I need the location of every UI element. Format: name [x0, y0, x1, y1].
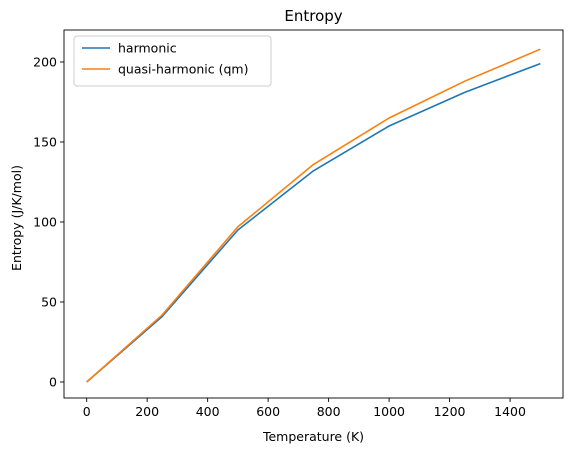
x-tick-label: 400 [196, 404, 220, 419]
x-axis-ticks: 0 200 400 600 800 1000 1200 1400 [83, 398, 526, 419]
legend-box [73, 35, 272, 87]
x-tick-label: 0 [83, 404, 91, 419]
y-axis-ticks: 0 50 100 150 200 [33, 55, 64, 390]
legend-entry-2: quasi-harmonic (qm) [118, 62, 248, 77]
y-tick-label: 100 [33, 215, 57, 230]
x-tick-label: 1400 [494, 404, 526, 419]
x-tick-label: 1000 [373, 404, 405, 419]
chart-title: Entropy [284, 7, 342, 25]
x-axis-label: Temperature (K) [262, 429, 364, 444]
plot-frame [63, 29, 564, 399]
plot-area [63, 29, 564, 399]
y-tick-label: 0 [49, 375, 57, 390]
x-tick-label: 1200 [434, 404, 466, 419]
legend: harmonic quasi-harmonic (qm) [73, 35, 272, 87]
x-tick-label: 600 [256, 404, 280, 419]
x-tick-label: 200 [135, 404, 159, 419]
series-line-2 [86, 48, 541, 383]
series-line-1 [86, 62, 541, 383]
legend-entry-1: harmonic [118, 41, 177, 56]
y-tick-label: 50 [41, 295, 57, 310]
y-tick-label: 200 [33, 55, 57, 70]
x-tick-label: 800 [317, 404, 341, 419]
y-axis-label: Entropy (J/K/mol) [9, 165, 24, 271]
y-tick-label: 150 [33, 135, 57, 150]
